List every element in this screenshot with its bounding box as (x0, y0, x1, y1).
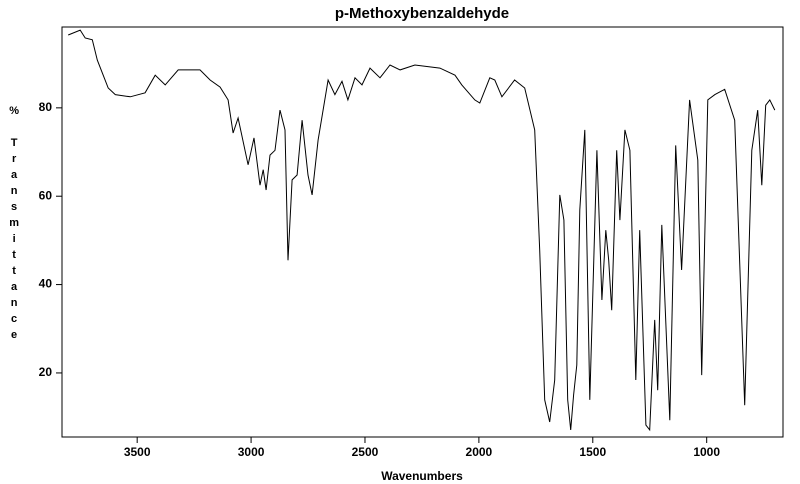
y-tick-label: 40 (39, 277, 53, 291)
y-tick-label: 20 (39, 365, 53, 379)
x-tick-label: 3500 (124, 445, 151, 459)
y-tick-label: 60 (39, 188, 53, 202)
x-axis-label: Wavenumbers (381, 469, 463, 483)
y-axis-label: % Transmittance (8, 105, 20, 345)
chart-title: p-Methoxybenzaldehyde (335, 5, 509, 22)
x-tick-label: 2500 (352, 445, 379, 459)
x-tick-label: 3000 (238, 445, 265, 459)
plot-frame (61, 26, 784, 438)
y-tick-label: 80 (39, 100, 53, 114)
spectrum-line (68, 29, 776, 432)
x-tick-label: 2000 (466, 445, 493, 459)
x-tick-label: 1000 (693, 445, 720, 459)
x-tick-label: 1500 (579, 445, 606, 459)
